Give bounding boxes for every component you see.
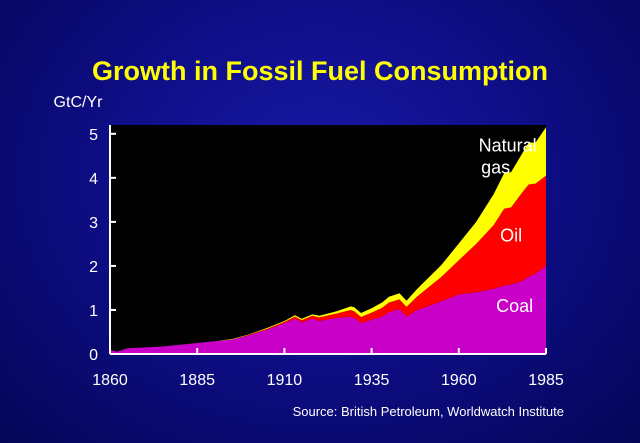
series-label-line: gas <box>481 157 510 177</box>
x-axis: 1860 1885 1910 1935 1960 1985 <box>92 348 564 389</box>
series-label-oil: Oil <box>500 226 522 246</box>
series-label-coal: Coal <box>496 296 533 316</box>
y-axis-unit: GtC/Yr <box>54 94 104 111</box>
area-coal <box>110 265 546 354</box>
area-series-group <box>110 127 546 354</box>
y-tick-label: 4 <box>89 171 98 188</box>
x-tick-label: 1885 <box>179 372 215 389</box>
x-tick-label: 1860 <box>92 372 128 389</box>
series-label-line: Coal <box>496 296 533 316</box>
y-tick-label: 3 <box>89 215 98 232</box>
x-tick-label: 1935 <box>354 372 390 389</box>
chart-title: Growth in Fossil Fuel Consumption <box>92 56 548 86</box>
y-tick-label: 1 <box>89 303 98 320</box>
y-tick-label: 2 <box>89 259 98 276</box>
x-tick-label: 1960 <box>441 372 477 389</box>
series-label-natural-gas: Natural gas <box>479 135 537 177</box>
series-label-line: Oil <box>500 226 522 246</box>
y-tick-label: 0 <box>89 347 98 364</box>
series-label-line: Natural <box>479 135 537 155</box>
source-note: Source: British Petroleum, Worldwatch In… <box>293 404 564 419</box>
area-oil <box>110 175 546 352</box>
series-labels: Natural gas Oil Coal <box>479 135 537 316</box>
x-tick-label: 1985 <box>528 372 564 389</box>
y-tick-label: 5 <box>89 127 98 144</box>
x-tick-label: 1910 <box>267 372 303 389</box>
